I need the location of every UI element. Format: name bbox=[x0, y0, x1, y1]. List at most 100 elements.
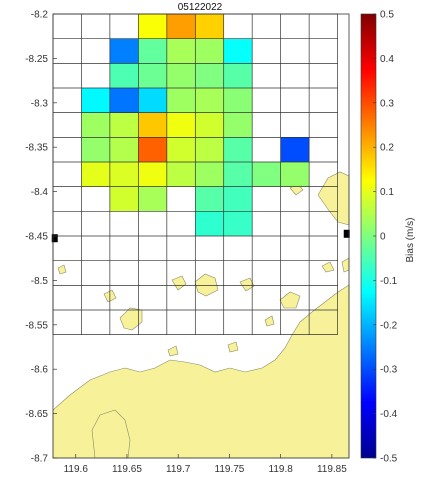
heatmap-cell bbox=[223, 211, 253, 236]
colorbar: 0.5 0.4 0.3 0.2 0.1 0 -0.1 -0.2 -0.3 -0.4 -0.5 Bia… bbox=[360, 10, 416, 465]
land-island-west-3 bbox=[57, 264, 67, 275]
colorbar-tick-label: 0.5 bbox=[380, 10, 394, 21]
cells-layer bbox=[81, 14, 310, 236]
heatmap-cell bbox=[280, 162, 310, 187]
heatmap-cell bbox=[166, 112, 196, 138]
x-tick-label: 119.75 bbox=[215, 464, 245, 475]
heatmap-cell bbox=[195, 38, 224, 64]
heatmap-cell bbox=[138, 38, 167, 64]
heatmap-cell bbox=[109, 38, 139, 64]
colorbar-tick-label: 0.4 bbox=[380, 54, 394, 65]
heatmap-cell bbox=[223, 186, 253, 212]
y-tick-label: -8.7 bbox=[31, 454, 49, 465]
colorbar-tick-label: 0.2 bbox=[380, 143, 394, 154]
y-tick-label: -8.45 bbox=[25, 232, 48, 243]
heatmap-cell bbox=[195, 211, 224, 236]
land-island-east-4 bbox=[321, 261, 335, 273]
y-tick-label: -8.2 bbox=[31, 10, 49, 21]
colorbar-tick-label: -0.1 bbox=[380, 276, 398, 287]
heatmap-cell bbox=[252, 162, 281, 187]
heatmap-cell bbox=[81, 162, 110, 187]
x-tick-label: 119.7 bbox=[166, 464, 191, 475]
heatmap-cell bbox=[223, 38, 253, 64]
colorbar-tick-label: 0.1 bbox=[380, 187, 394, 198]
land-peninsula-south-west bbox=[91, 409, 131, 459]
heatmap-cell bbox=[223, 112, 253, 138]
heatmap-cell bbox=[166, 63, 196, 88]
y-tick-label: -8.55 bbox=[25, 320, 48, 331]
heatmap-cell bbox=[166, 87, 196, 113]
heatmap-cell bbox=[109, 112, 139, 138]
heatmap-cell bbox=[138, 137, 167, 163]
x-axis: 119.6 119.65 119.7 119.75 119.8 119.85 bbox=[64, 454, 347, 475]
heatmap-cell bbox=[195, 137, 224, 163]
heatmap-cell bbox=[195, 186, 224, 212]
heatmap-cell bbox=[223, 162, 253, 187]
colorbar-tick-label: 0.3 bbox=[380, 98, 394, 109]
heatmap-cell bbox=[195, 63, 224, 88]
heatmap-cell bbox=[166, 137, 196, 163]
land-island-south-2 bbox=[227, 341, 239, 353]
land-mainland-south bbox=[52, 284, 350, 459]
land-layer bbox=[52, 171, 350, 459]
x-tick-label: 119.6 bbox=[64, 464, 89, 475]
heatmap-cell bbox=[138, 14, 167, 39]
heatmap-cell bbox=[138, 112, 167, 138]
land-island-mid-1 bbox=[171, 275, 187, 291]
heatmap-cell bbox=[138, 162, 167, 187]
heatmap-cell bbox=[109, 186, 139, 212]
y-tick-label: -8.5 bbox=[31, 276, 49, 287]
chart-title: 05122022 bbox=[178, 2, 223, 13]
heatmap-cell bbox=[166, 162, 196, 187]
colorbar-tick-label: 0 bbox=[380, 232, 386, 243]
heatmap-cell bbox=[81, 87, 110, 113]
heatmap-cell bbox=[223, 137, 253, 163]
colorbar-tick-label: -0.4 bbox=[380, 409, 398, 420]
land-island-east-mid bbox=[279, 291, 301, 309]
y-tick-label: -8.6 bbox=[31, 365, 49, 376]
colorbar-tick-label: -0.5 bbox=[380, 454, 398, 465]
x-tick-label: 119.85 bbox=[317, 464, 347, 475]
heatmap-cell bbox=[109, 63, 139, 88]
heatmap-cell bbox=[195, 162, 224, 187]
heatmap-cell bbox=[166, 14, 196, 39]
heatmap-cell bbox=[195, 112, 224, 138]
land-island-mid-3 bbox=[239, 277, 255, 292]
y-tick-label: -8.3 bbox=[31, 98, 49, 109]
heatmap-cell bbox=[138, 63, 167, 88]
heatmap-cell bbox=[109, 87, 139, 113]
land-island-south-3 bbox=[264, 315, 275, 327]
y-tick-label: -8.65 bbox=[25, 409, 48, 420]
plot-area bbox=[51, 13, 350, 459]
heatmap-cell bbox=[223, 87, 253, 113]
heatmap-cell bbox=[138, 87, 167, 113]
y-tick-label: -8.25 bbox=[25, 54, 48, 65]
heatmap-cell bbox=[280, 137, 310, 163]
heatmap-cell bbox=[109, 137, 139, 163]
heatmap-cell bbox=[109, 162, 139, 187]
land-island-mid-2 bbox=[194, 273, 219, 297]
x-tick-label: 119.8 bbox=[269, 464, 294, 475]
station-marker bbox=[51, 234, 58, 243]
heatmap-cell bbox=[138, 186, 167, 212]
y-tick-label: -8.4 bbox=[31, 187, 49, 198]
land-island-west-1 bbox=[119, 307, 143, 331]
heatmap-cell bbox=[166, 38, 196, 64]
heatmap-cell bbox=[223, 63, 253, 88]
heatmap-cell bbox=[195, 14, 224, 39]
grid-layer bbox=[52, 13, 338, 336]
x-tick-label: 119.65 bbox=[112, 464, 142, 475]
markers-layer bbox=[51, 229, 350, 243]
heatmap-cell bbox=[81, 137, 110, 163]
y-tick-label: -8.35 bbox=[25, 143, 48, 154]
colorbar-tick-label: -0.2 bbox=[380, 320, 398, 331]
colorbar-tick-label: -0.3 bbox=[380, 365, 398, 376]
station-marker bbox=[343, 229, 350, 238]
colorbar-ticks: 0.5 0.4 0.3 0.2 0.1 0 -0.1 -0.2 -0.3 -0.4 -0.5 bbox=[373, 10, 398, 465]
colorbar-label: Bias (m/s) bbox=[405, 218, 416, 263]
land-island-south-1 bbox=[167, 345, 179, 357]
heatmap-cell bbox=[195, 87, 224, 113]
heatmap-cell bbox=[81, 112, 110, 138]
y-axis: -8.2 -8.25 -8.3 -8.35 -8.4 -8.45 -8.5 -8.55 -8.6… bbox=[25, 10, 57, 465]
